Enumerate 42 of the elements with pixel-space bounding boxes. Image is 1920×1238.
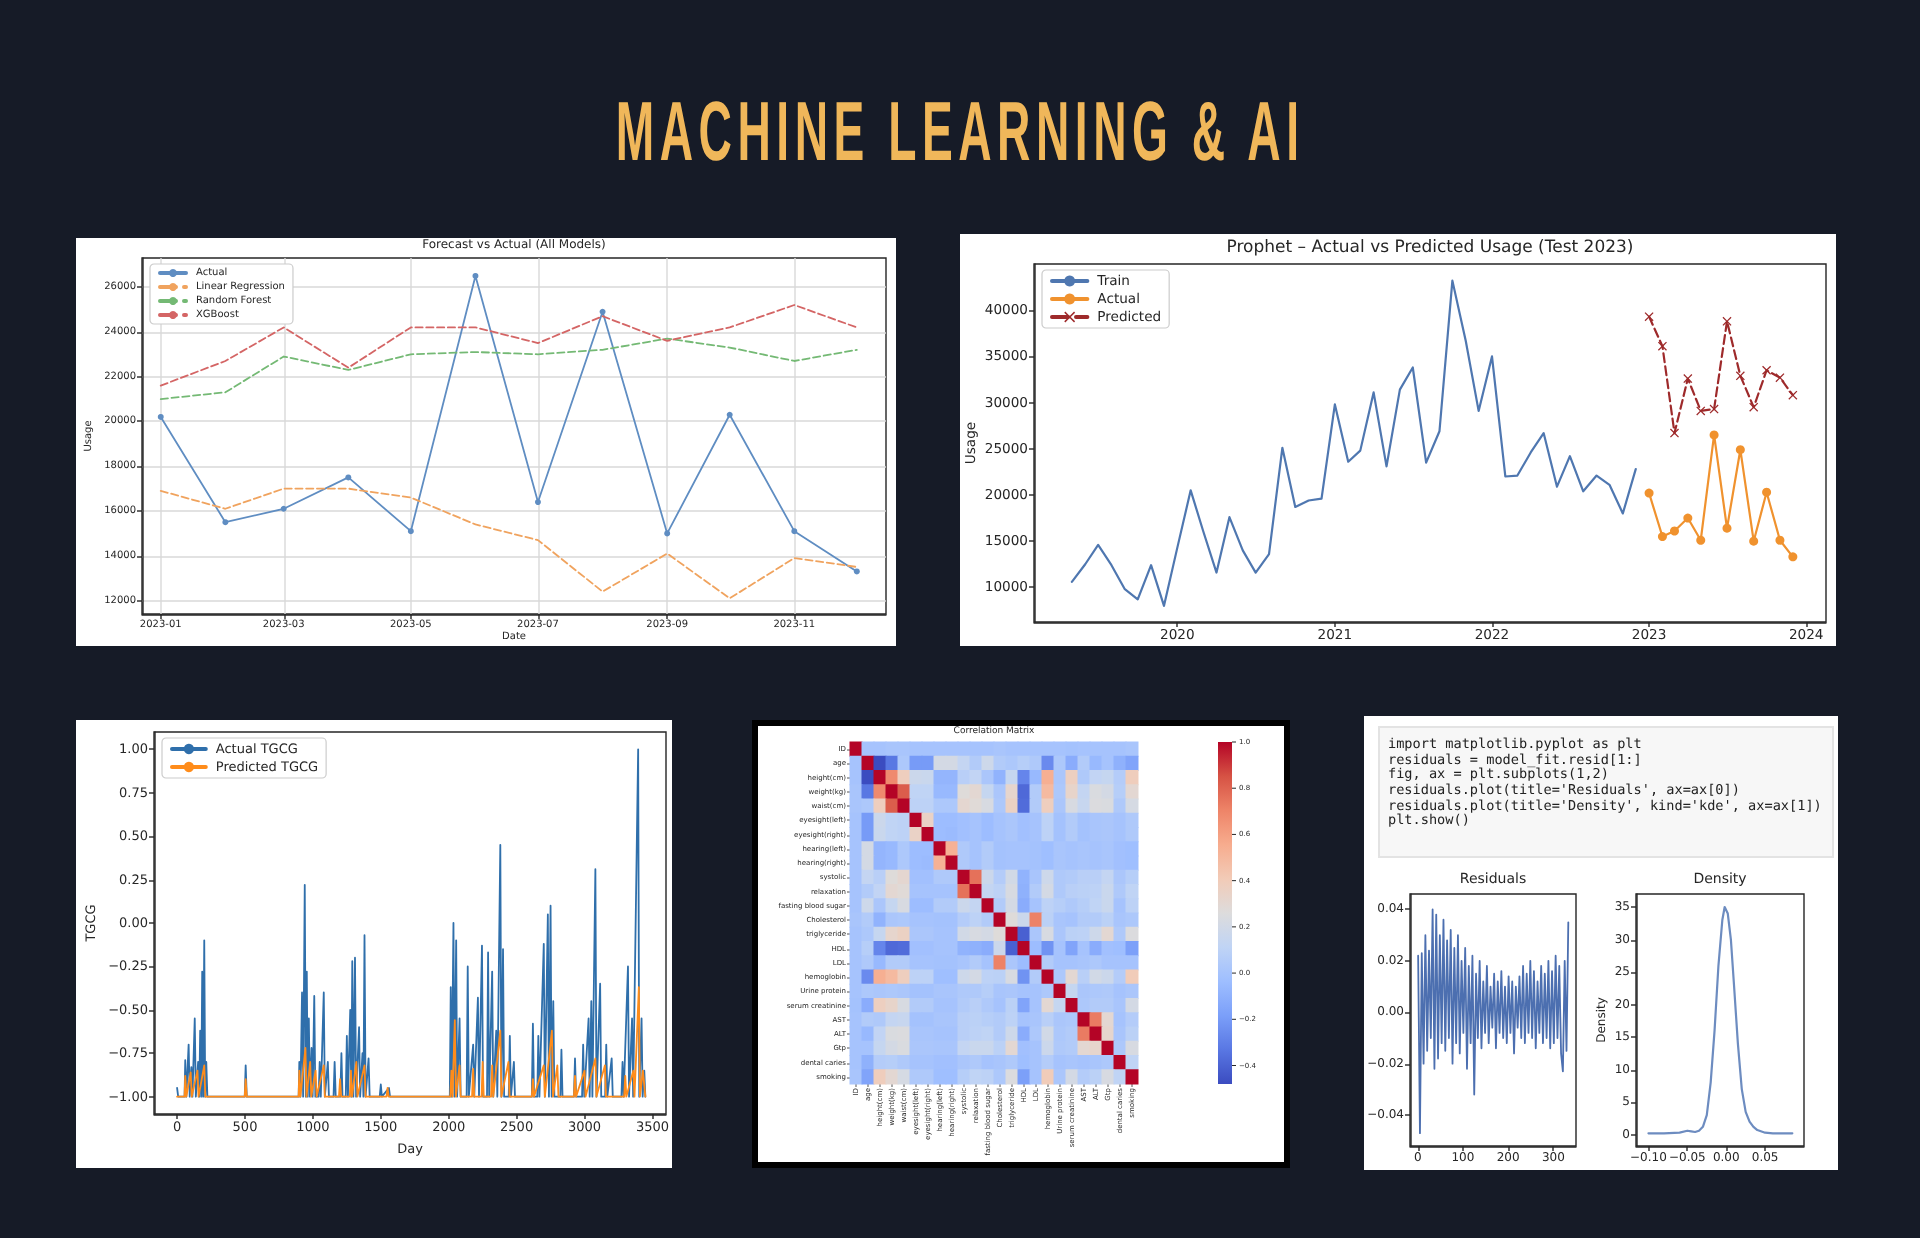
point: [1657, 532, 1667, 542]
point: [280, 505, 287, 512]
point: [1670, 526, 1679, 536]
point: [1762, 487, 1772, 497]
line-series: [159, 487, 858, 600]
point: [345, 474, 352, 481]
point: [472, 272, 479, 279]
point: [222, 519, 229, 526]
point: [1644, 312, 1654, 322]
point: [1735, 371, 1745, 381]
point: [1762, 365, 1772, 375]
line-series: [159, 304, 858, 387]
chart-title: Prophet – Actual vs Predicted Usage (Test 2023): [1226, 237, 1634, 258]
point: [1775, 535, 1785, 545]
point: [1749, 536, 1759, 546]
point: [726, 411, 733, 418]
line-series: [1647, 905, 1794, 1135]
point: [1735, 445, 1745, 455]
point: [1696, 535, 1706, 545]
line-series: [1417, 908, 1570, 1135]
point: [664, 530, 671, 537]
point: [1722, 523, 1732, 533]
point: [853, 568, 860, 575]
point: [1722, 316, 1732, 326]
point: [157, 413, 164, 420]
point: [1683, 374, 1693, 384]
point: [1788, 552, 1798, 562]
line-series: [176, 986, 647, 1098]
point: [1669, 428, 1679, 438]
point: [791, 528, 798, 535]
point: [1749, 402, 1759, 412]
line-series: [1644, 312, 1798, 438]
point: [1657, 341, 1667, 351]
point: [1709, 430, 1719, 440]
point: [1683, 513, 1693, 523]
point: [1775, 373, 1785, 383]
point: [599, 308, 606, 315]
point: [407, 528, 414, 535]
point: [1696, 406, 1706, 416]
point: [1644, 488, 1654, 498]
line-series: [159, 337, 858, 400]
text: MACHINE LEARNING & AI: [615, 84, 1305, 178]
